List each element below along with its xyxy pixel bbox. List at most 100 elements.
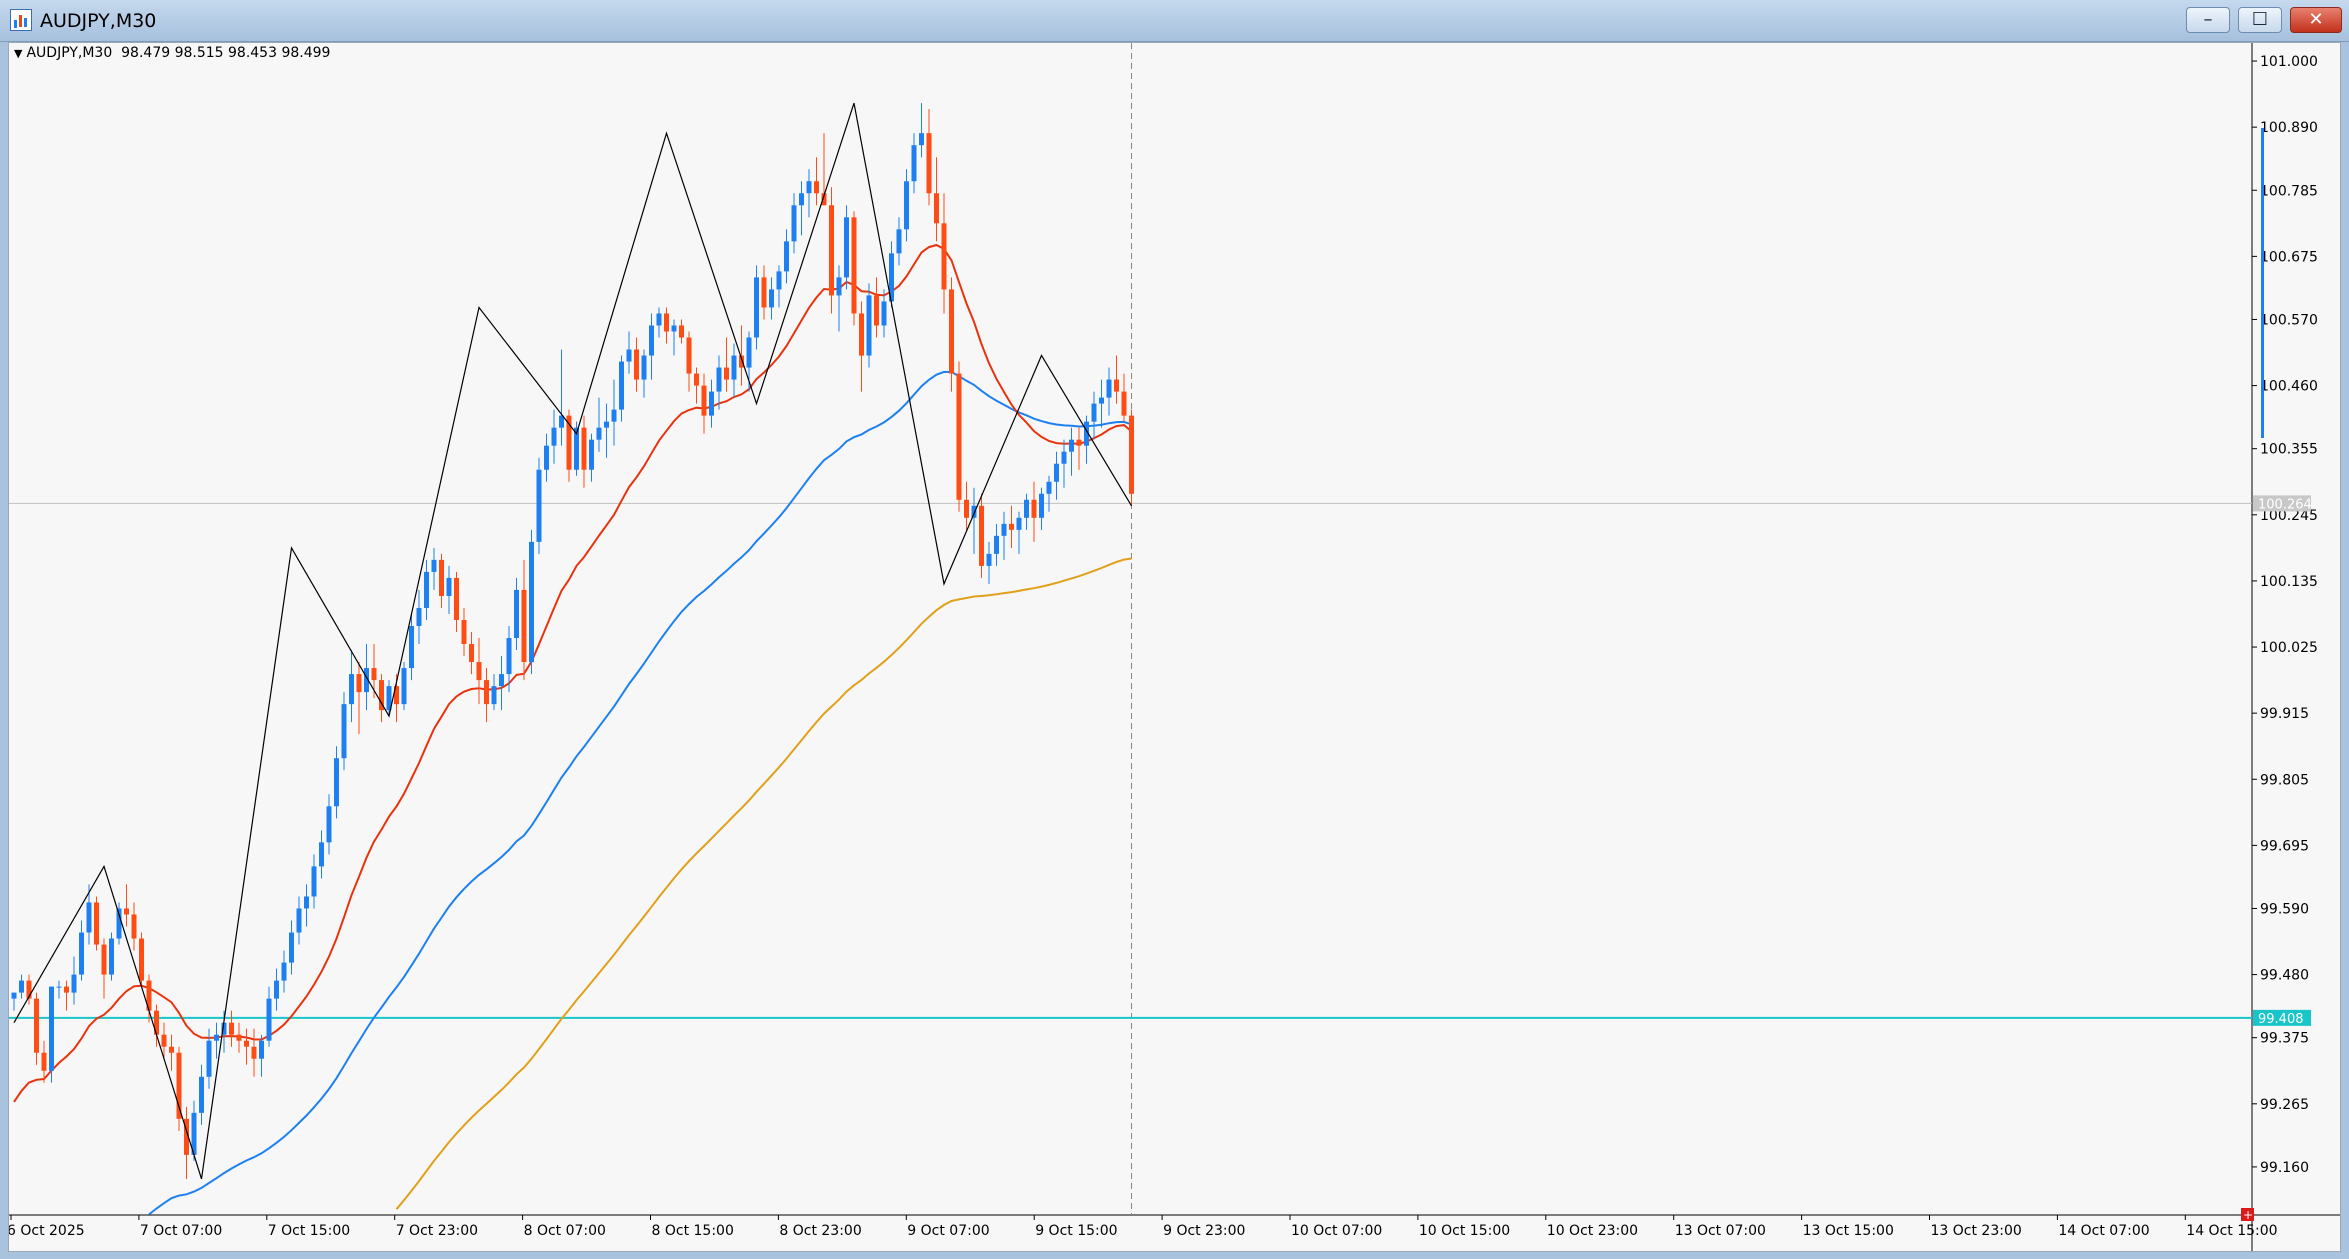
candle-body xyxy=(649,325,654,356)
candle-body xyxy=(956,373,962,500)
moving-average-mid xyxy=(148,370,1132,1216)
zigzag-indicator xyxy=(13,102,1133,1180)
time-tick-label: 13 Oct 23:00 xyxy=(1931,1223,2022,1239)
candle-body xyxy=(349,674,354,705)
candle-body xyxy=(1099,397,1104,404)
candle-body xyxy=(394,686,399,705)
candle-body xyxy=(1031,499,1037,518)
candle-body xyxy=(206,1040,212,1077)
close-button[interactable]: ✕ xyxy=(2290,7,2342,33)
candle-body xyxy=(851,217,857,314)
time-tick-label: 8 Oct 07:00 xyxy=(524,1223,606,1239)
candle-body xyxy=(439,559,444,596)
candle-body xyxy=(866,295,872,356)
candle-body xyxy=(491,686,497,705)
candle-body xyxy=(131,914,137,939)
candle-body xyxy=(416,607,422,626)
candle-body xyxy=(964,499,969,518)
candle-body xyxy=(304,896,309,909)
candle-body xyxy=(881,301,887,326)
price-tick-label: 100.245 xyxy=(2260,508,2318,524)
candle-body xyxy=(401,668,407,705)
time-tick-label: 8 Oct 15:00 xyxy=(652,1223,734,1239)
candle-body xyxy=(499,674,504,687)
candle-body xyxy=(1114,379,1119,392)
candle-body xyxy=(56,986,62,988)
candle-body xyxy=(469,644,474,663)
candle-body xyxy=(289,932,294,963)
candle-body xyxy=(1039,493,1044,518)
candle-body xyxy=(386,686,392,711)
time-tick-label: 7 Oct 07:00 xyxy=(140,1223,222,1239)
candle-body xyxy=(64,986,69,993)
candle-body xyxy=(214,1034,219,1041)
candle-body xyxy=(424,571,429,608)
time-tick-label: 13 Oct 15:00 xyxy=(1803,1223,1894,1239)
price-tick-label: 100.025 xyxy=(2260,640,2318,656)
candle-body xyxy=(889,253,894,302)
ohlc-values: 98.479 98.515 98.453 98.499 xyxy=(121,45,331,61)
candle-body xyxy=(896,229,902,254)
candle-body xyxy=(544,445,549,470)
candle-body xyxy=(1084,421,1089,446)
candle-body xyxy=(769,289,774,308)
candle-body xyxy=(379,680,384,711)
price-tick-label: 100.890 xyxy=(2260,120,2318,136)
price-chart[interactable]: 101.000 100.890 100.785 100.675 100.570 100.4… xyxy=(9,43,2340,1251)
candle-body xyxy=(1046,481,1052,494)
candle-body xyxy=(266,998,272,1041)
candle-body xyxy=(581,427,587,470)
window-title: AUDJPY,M30 xyxy=(40,10,157,32)
candle-body xyxy=(611,409,617,422)
candle-body xyxy=(874,295,879,326)
candle-body xyxy=(701,385,707,416)
candle-body xyxy=(791,205,797,242)
candle-body xyxy=(326,806,332,843)
time-tick-label: 10 Oct 15:00 xyxy=(1419,1223,1510,1239)
candle-body xyxy=(79,932,84,975)
candle-body xyxy=(1054,463,1059,482)
candle-body xyxy=(986,553,992,566)
candle-body xyxy=(251,1046,257,1059)
price-tick-label: 100.355 xyxy=(2260,442,2318,458)
time-tick-label: 10 Oct 07:00 xyxy=(1291,1223,1382,1239)
candle-body xyxy=(731,355,737,380)
price-tick-label: 99.805 xyxy=(2260,772,2309,788)
candle-body xyxy=(926,133,932,194)
candle-body xyxy=(814,181,819,194)
candle-body xyxy=(829,205,834,296)
dropdown-triangle-icon[interactable]: ▼ xyxy=(14,47,23,60)
candle-body xyxy=(71,974,77,993)
candle-body xyxy=(431,559,437,572)
candle-body xyxy=(604,421,609,428)
current-price-label-bg xyxy=(2253,495,2311,512)
chart-area[interactable]: 101.000 100.890 100.785 100.675 100.570 100.4… xyxy=(8,42,2341,1252)
window-titlebar: AUDJPY,M30 – ☐ ✕ xyxy=(0,0,2349,42)
chart-window-icon xyxy=(10,9,32,31)
candle-body xyxy=(1009,523,1014,530)
alert-marker-icon xyxy=(2241,1208,2254,1221)
candle-body xyxy=(409,625,414,669)
candle-body xyxy=(41,1052,47,1071)
price-tick-label: 99.265 xyxy=(2260,1097,2309,1113)
moving-average-fast xyxy=(13,243,1133,1103)
candle-body xyxy=(364,668,369,693)
maximize-button[interactable]: ☐ xyxy=(2238,7,2282,33)
candle-body xyxy=(979,505,984,566)
price-tick-label: 100.785 xyxy=(2260,183,2318,199)
candle-body xyxy=(169,1046,174,1053)
minimize-button[interactable]: – xyxy=(2186,7,2230,33)
candle-body xyxy=(821,193,827,206)
candle-body xyxy=(1106,379,1112,398)
time-tick-label: 8 Oct 23:00 xyxy=(779,1223,861,1239)
candle-body xyxy=(589,439,594,470)
candle-body xyxy=(1091,403,1097,422)
candle-body xyxy=(949,289,954,374)
price-tick-label: 99.160 xyxy=(2260,1160,2309,1176)
candle-body xyxy=(656,313,662,326)
candle-body xyxy=(101,944,107,975)
candle-body xyxy=(184,1118,189,1155)
candle-body xyxy=(671,325,677,332)
candle-body xyxy=(806,181,812,194)
candle-body xyxy=(559,415,564,428)
